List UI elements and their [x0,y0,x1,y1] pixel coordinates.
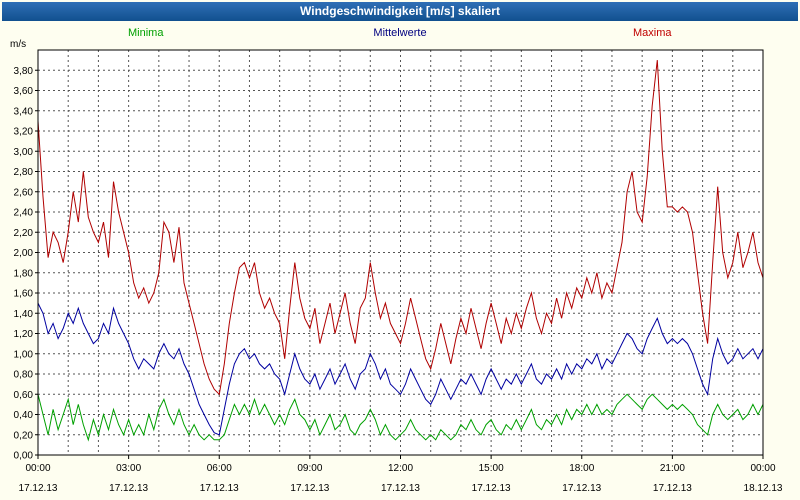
x-tick-date-label: 17.12.13 [472,483,511,494]
wind-speed-chart: 0,00 0,20 0,40 0,60 0,80 1,00 1,20 1,40 1,60 1,80… [10,39,783,494]
y-tick-label: 2,60 [14,187,34,198]
x-tick-time-label: 00:00 [750,463,775,474]
series-line-maxima [37,60,764,396]
x-tick-date-label: 17.12.13 [109,483,148,494]
y-tick-label: 1,20 [14,329,34,340]
x-tick-time-label: 18:00 [569,463,594,474]
x-tick-time-label: 21:00 [660,463,685,474]
x-tick-time-label: 03:00 [116,463,141,474]
y-tick-label: 2,80 [14,167,34,178]
y-axis-unit-label: m/s [10,39,26,50]
y-tick-label: 1,80 [14,268,34,279]
x-tick-date-label: 17.12.13 [381,483,420,494]
page-title: Windgeschwindigkeit [m/s] skaliert [2,2,798,21]
x-tick-time-label: 15:00 [479,463,504,474]
y-tick-label: 3,60 [14,86,34,97]
y-tick-label: 3,00 [14,147,34,158]
y-tick-label: 0,60 [14,390,34,401]
y-tick-label: 3,20 [14,127,34,138]
x-tick-time-label: 09:00 [297,463,322,474]
y-tick-label: 1,60 [14,289,34,300]
x-tick-time-label: 12:00 [388,463,413,474]
y-tick-label: 2,40 [14,208,34,219]
y-tick-label: 1,00 [14,349,34,360]
y-tick-label: 1,40 [14,309,34,320]
y-tick-label: 3,40 [14,106,34,117]
x-tick-date-label: 17.12.13 [19,483,58,494]
legend-maxima-label: Maxima [633,27,672,39]
x-tick-date-label: 18.12.13 [744,483,783,494]
x-tick-date-label: 17.12.13 [653,483,692,494]
y-tick-label: 2,20 [14,228,34,239]
x-tick-date-label: 17.12.13 [562,483,601,494]
legend-minima-label: Minima [128,27,164,39]
series-line-mittelwerte [37,302,764,436]
x-tick-date-label: 17.12.13 [290,483,329,494]
series-line-minima [37,393,764,442]
x-tick-time-label: 00:00 [25,463,50,474]
y-tick-label: 0,20 [14,430,34,441]
x-tick-date-label: 17.12.13 [200,483,239,494]
y-tick-label: 3,80 [14,66,34,77]
legend-mittelwerte-label: Mittelwerte [373,27,427,39]
y-tick-label: 0,80 [14,370,34,381]
y-tick-label: 0,00 [14,451,34,462]
y-tick-label: 2,00 [14,248,34,259]
x-tick-time-label: 06:00 [207,463,232,474]
y-tick-label: 0,40 [14,410,34,421]
